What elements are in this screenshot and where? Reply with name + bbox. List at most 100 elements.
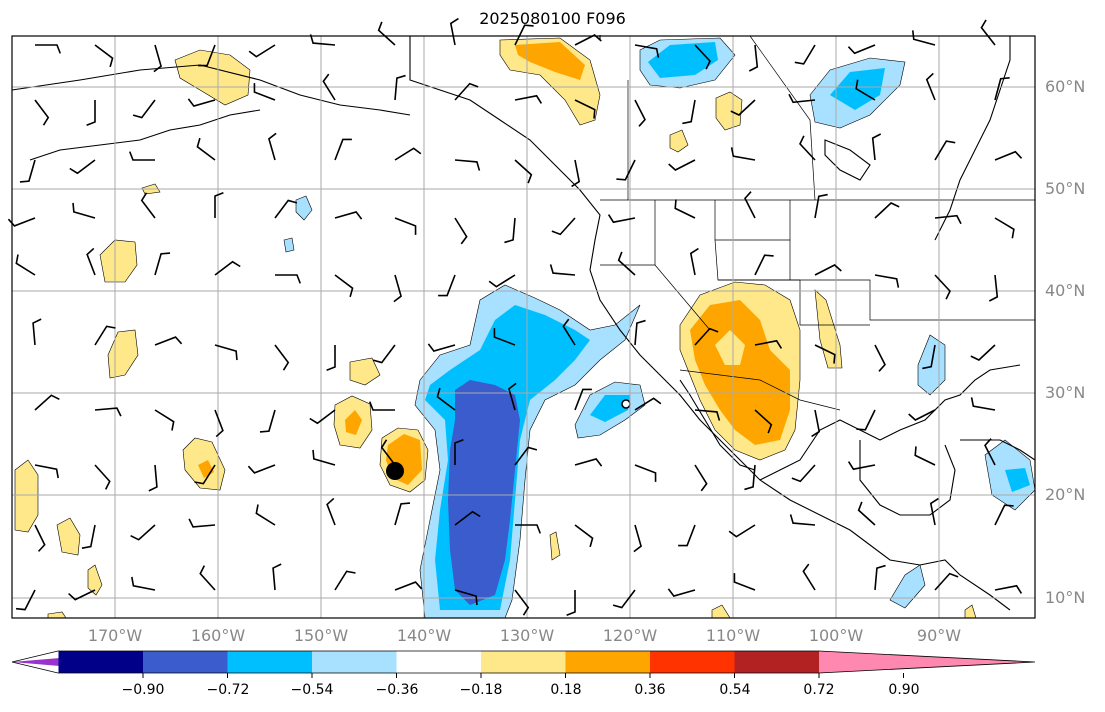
wind-barb [94, 44, 114, 68]
colorbar-bin [565, 651, 651, 673]
wind-barb [814, 344, 836, 364]
wind-barb [449, 17, 459, 46]
anomaly-fills [14, 37, 1036, 619]
wind-barb [730, 99, 756, 116]
wind-barb [194, 464, 216, 485]
wind-barb [682, 99, 696, 125]
wind-barb [934, 572, 959, 591]
wind-barb [377, 21, 396, 46]
wind-barb [488, 274, 516, 288]
colorbar-tick-label: 0.54 [719, 682, 751, 698]
wind-barb [326, 345, 336, 372]
wind-barb [86, 100, 96, 127]
wind-barb [934, 274, 951, 300]
wind-barb [574, 388, 592, 411]
lat-label: 30°N [1045, 383, 1086, 402]
wind-barb [694, 409, 721, 421]
wind-barb [196, 137, 216, 161]
lon-label: 100°W [808, 626, 864, 645]
wind-barb [574, 458, 603, 467]
wind-barb [274, 344, 290, 371]
lat-label: 20°N [1045, 485, 1086, 504]
wind-barb [994, 217, 1015, 239]
wind-barb [493, 328, 516, 346]
wind-barb [309, 34, 336, 46]
wind-barb [427, 343, 456, 352]
colorbar-tick-label: 0.18 [550, 682, 582, 698]
lon-label: 140°W [396, 626, 452, 645]
wind-barb [130, 524, 156, 541]
wind-barb [748, 44, 759, 72]
wind-barb [514, 446, 538, 466]
wind-barb [454, 159, 481, 171]
wind-barb [515, 524, 542, 534]
wind-barb [15, 254, 36, 276]
wind-barb [248, 44, 276, 58]
wind-barb [334, 274, 354, 298]
colorbar-bin [734, 651, 820, 673]
wind-barb [454, 589, 478, 606]
wind-barb [549, 264, 576, 276]
wind-barb [634, 44, 660, 58]
wind-barb [934, 140, 956, 161]
wind-barb [994, 76, 1010, 101]
wind-barb [994, 584, 1023, 594]
colorbar-tick-label: −0.72 [206, 682, 250, 698]
wind-barb [562, 318, 576, 346]
wind-barb [574, 99, 596, 119]
wind-barb [334, 570, 356, 591]
wind-barb [744, 464, 756, 491]
wind-barb [855, 79, 876, 101]
wind-barb [268, 132, 277, 161]
wind-barb [908, 409, 936, 421]
wind-barb [128, 151, 155, 161]
borders [409, 35, 1035, 411]
wind-barb [32, 318, 42, 346]
wind-barb [94, 407, 122, 417]
lon-label: 110°W [705, 626, 761, 645]
wind-barb [571, 159, 581, 188]
colorbar-tick-label: −0.18 [459, 682, 503, 698]
wind-barb [326, 497, 336, 526]
wind-barb [34, 464, 59, 479]
wind-barb [970, 397, 996, 411]
wind-barb [334, 138, 352, 161]
colorbar-bin [58, 651, 144, 673]
wind-barb [789, 514, 816, 526]
wind-barb [634, 464, 657, 482]
lat-label: 60°N [1045, 77, 1086, 96]
wind-barb [34, 394, 60, 411]
gridlines [12, 36, 1035, 618]
wind-barb [508, 382, 517, 411]
wind-barb [874, 202, 900, 219]
wind-barb [214, 260, 241, 276]
lat-label: 10°N [1045, 588, 1086, 607]
wind-barb [694, 464, 708, 492]
wind-barb [733, 573, 756, 591]
wind-barb [730, 147, 756, 161]
wind-barb [372, 344, 396, 364]
wind-barb [69, 159, 96, 175]
wind-barb [667, 588, 696, 597]
wind-barb [514, 589, 530, 616]
wind-barb [874, 274, 900, 288]
wind-barb [929, 497, 939, 526]
wind-barb [970, 344, 996, 361]
wind-barb [678, 524, 696, 547]
wind-barb [802, 563, 816, 591]
wind-barb [934, 214, 962, 225]
wind-barb [312, 449, 336, 466]
wind-barb [454, 438, 464, 465]
lon-label: 90°W [916, 626, 962, 645]
wind-barb [857, 501, 876, 526]
wind-barb [35, 44, 62, 54]
wind-barb [617, 251, 636, 276]
wind-barbs [7, 17, 1023, 617]
lon-label: 130°W [499, 626, 555, 645]
colorbar-tick-label: −0.54 [290, 682, 334, 698]
wind-barb [188, 518, 216, 528]
wind-barb [925, 72, 936, 101]
wind-barb [94, 325, 116, 346]
lat-label: 40°N [1045, 281, 1086, 300]
